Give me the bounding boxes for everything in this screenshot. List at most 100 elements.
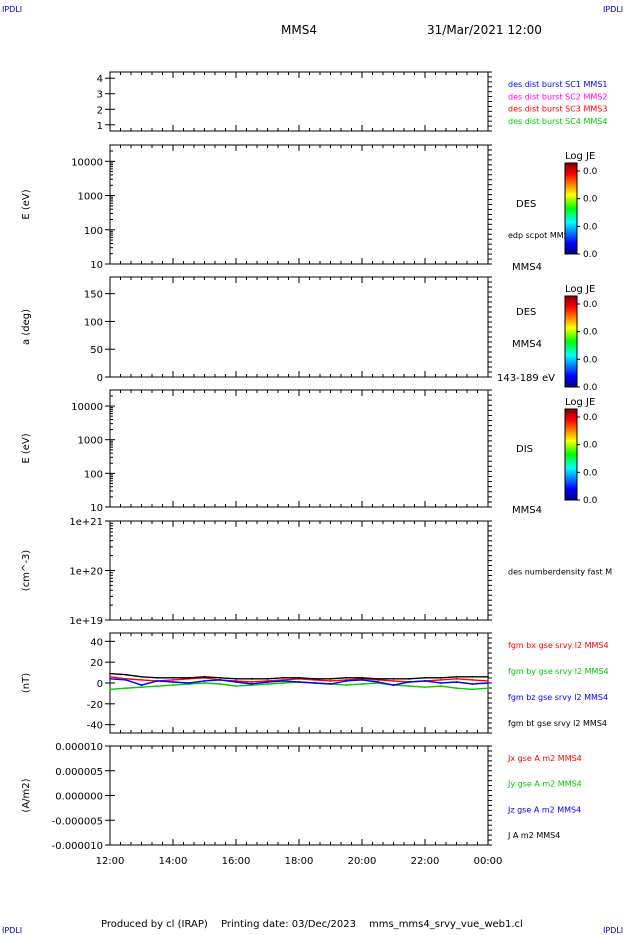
y-axis-label: E (eV) [21, 433, 32, 463]
colorbar-tick-label: 0.0 [583, 441, 598, 451]
series-point [345, 676, 348, 679]
legend-entry: fgm bx gse srvy l2 MMS4 [508, 641, 609, 650]
y-axis-label: (nT) [21, 673, 32, 693]
series-point [471, 678, 474, 681]
y-tick-label: 1000 [78, 436, 103, 447]
colorbar [564, 408, 578, 501]
y-tick-label: 1000 [78, 192, 103, 203]
y-tick-label: 0 [97, 679, 103, 690]
plot-frame [109, 520, 489, 621]
y-tick-label: 150 [84, 290, 103, 301]
series-point [408, 681, 411, 683]
y-tick-label: 10 [90, 503, 103, 514]
y-tick-label: -40 [87, 721, 103, 732]
series-point [250, 683, 253, 685]
datetime-title: 31/Mar/2021 12:00 [427, 23, 542, 37]
series-point [219, 678, 222, 681]
series-point [250, 681, 253, 683]
series-point [219, 683, 222, 685]
series-point [487, 680, 489, 682]
series-point [313, 677, 316, 680]
series-point [424, 686, 426, 689]
series-point [455, 677, 458, 680]
y-axis-label: E (eV) [21, 189, 32, 219]
series-point [219, 676, 222, 679]
series-point [487, 675, 489, 678]
legend-entry: fgm by gse srvy l2 MMS4 [508, 667, 609, 676]
y-axis-label: (cm^-3) [21, 550, 32, 591]
colorbar-title: Log JE [565, 151, 595, 162]
y-tick-label: 100 [84, 226, 103, 237]
plot-frame [109, 389, 489, 508]
legend-entry: fgm bt gse srvy l2 MMS4 [508, 719, 607, 728]
series-point [329, 680, 332, 682]
series-point [408, 677, 411, 680]
y-tick-label: 1 [97, 121, 103, 132]
x-tick-label: 16:00 [222, 856, 251, 867]
series-point [455, 675, 458, 678]
legend-entry: Jx gse A m2 MMS4 [507, 754, 582, 763]
series-point [124, 678, 127, 681]
series-point [203, 680, 206, 682]
y-tick-label: 4 [97, 74, 103, 85]
series-point [439, 678, 442, 681]
series-point [250, 677, 253, 680]
series-point [140, 684, 143, 686]
y-tick-label: -20 [87, 700, 103, 711]
plot-frame [109, 144, 489, 265]
series-point [203, 682, 206, 684]
series-line [109, 681, 489, 691]
y-tick-label: 1e+21 [69, 517, 103, 528]
logo-top-left: IPDLI [2, 5, 23, 14]
y-tick-label: 100 [84, 317, 103, 328]
footer-printing-date: Printing date: 03/Dec/2023 [221, 919, 357, 930]
plot-frame [109, 276, 489, 378]
spacecraft-title: MMS4 [281, 23, 317, 37]
colorbar-tick-label: 0.0 [583, 250, 598, 260]
y-tick-label: 0.000000 [55, 792, 103, 803]
colorbar-tick-label: 0.0 [583, 328, 598, 338]
series-point [439, 676, 442, 679]
y-tick-label: 100 [84, 469, 103, 480]
legend-entry: des dist burst SC2 MMS2 [508, 92, 607, 101]
series-point [487, 687, 489, 690]
x-tick-label: 20:00 [348, 856, 377, 867]
legend-entry: Jz gse A m2 MMS4 [507, 805, 581, 814]
x-tick-label: 22:00 [411, 856, 440, 867]
series-point [187, 676, 190, 679]
y-tick-label: -0.000005 [52, 816, 103, 827]
x-tick-label: 18:00 [285, 856, 314, 867]
series-point [235, 685, 237, 688]
series-point [282, 682, 285, 684]
colorbar-title: Log JE [565, 397, 595, 408]
series-point [156, 680, 159, 682]
series-point [329, 683, 332, 685]
series-point [172, 681, 174, 683]
series-point [109, 688, 111, 691]
series-point [282, 680, 285, 682]
series-point [109, 675, 111, 678]
panel-side-label: DES [516, 307, 536, 318]
y-tick-label: 10000 [71, 402, 103, 413]
series-point [266, 677, 269, 680]
series-point [140, 686, 143, 689]
legend-entry: des dist burst SC3 MMS3 [508, 105, 607, 114]
series-point [298, 681, 300, 683]
series-point [471, 683, 474, 685]
y-tick-label: 2 [97, 105, 103, 116]
logo-bottom-left: IPDLI [2, 926, 23, 935]
legend-entry: des dist burst SC1 MMS1 [508, 80, 607, 89]
logo-top-right: IPDLI [603, 5, 624, 14]
series-point [487, 682, 489, 684]
colorbar-tick-label: 0.0 [583, 496, 598, 506]
series-point [172, 676, 174, 679]
series-point [424, 680, 426, 682]
panel-side-label: MMS4 [512, 505, 542, 516]
y-tick-label: -0.000010 [52, 841, 103, 852]
series-point [361, 678, 363, 681]
series-point [376, 681, 379, 683]
y-tick-label: 0.000010 [55, 742, 103, 753]
legend-entry: J A m2 MMS4 [507, 831, 560, 840]
